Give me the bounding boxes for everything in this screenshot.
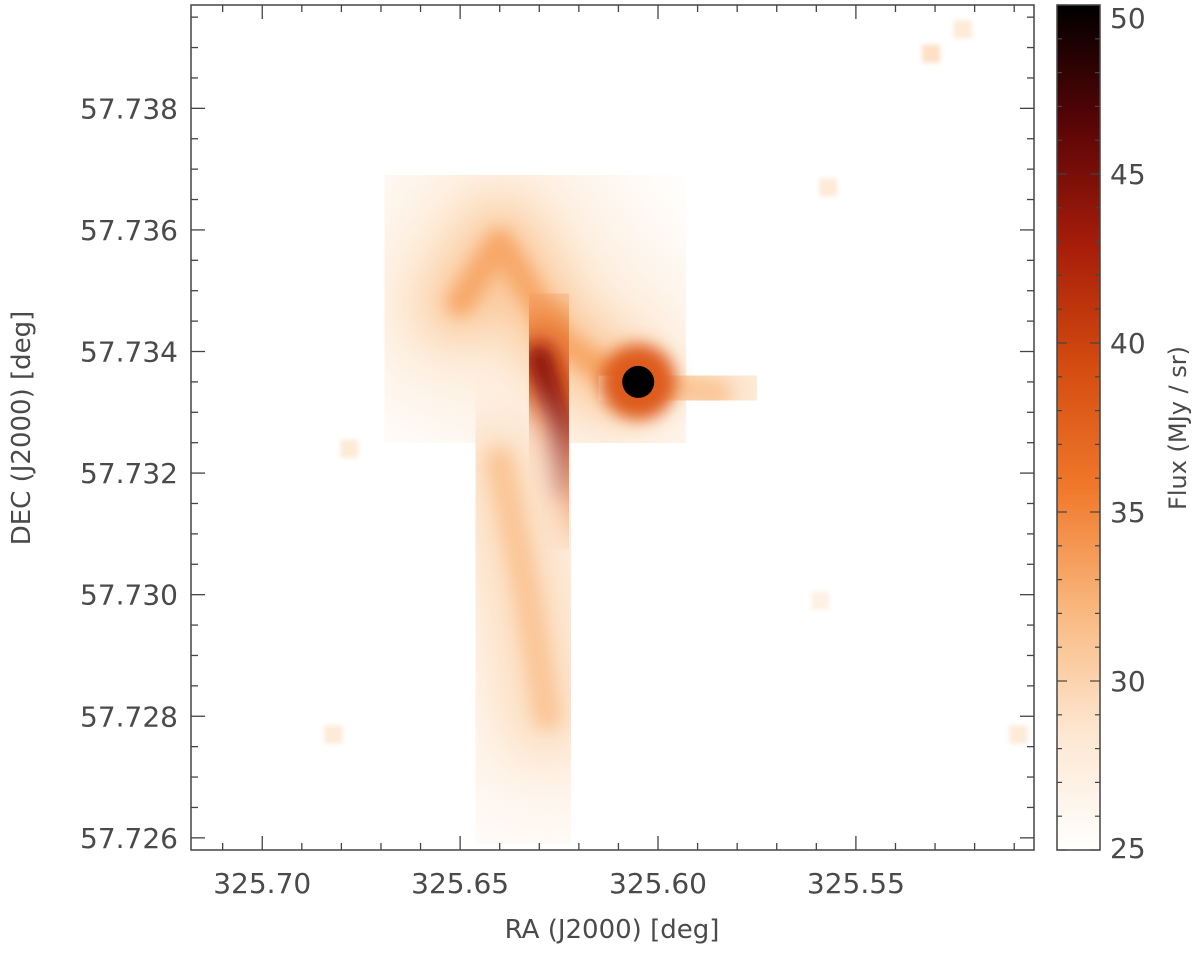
colorbar-title: Flux (MJy / sr) xyxy=(1164,346,1192,510)
y-tick-label: 57.738 xyxy=(80,92,178,125)
point-source xyxy=(324,725,343,744)
y-tick-label: 57.726 xyxy=(80,822,178,855)
y-tick-label: 57.734 xyxy=(80,336,178,369)
point-source xyxy=(811,591,830,610)
x-axis-title: RA (J2000) [deg] xyxy=(505,915,720,945)
x-axis-ticks: 325.70 325.65 325.60 325.55 xyxy=(213,5,1015,900)
y-axis-title: DEC (J2000) [deg] xyxy=(7,311,37,546)
y-axis-ticks: 57.726 57.728 57.730 57.732 57.734 57.736 57.7… xyxy=(80,16,1034,855)
point-source xyxy=(953,20,972,39)
emission-ridge xyxy=(439,400,608,777)
y-tick-label: 57.728 xyxy=(80,700,178,733)
flux-image xyxy=(191,5,1034,850)
colorbar-tick-label: 35 xyxy=(1110,496,1146,529)
colorbar xyxy=(1057,5,1100,850)
plot-frame xyxy=(190,4,1035,851)
colorbar-tick-label: 25 xyxy=(1110,832,1146,865)
colorbar-tick-label: 50 xyxy=(1110,2,1146,35)
colorbar-frame xyxy=(1056,4,1101,851)
x-tick-label: 325.60 xyxy=(609,867,707,900)
point-source xyxy=(819,178,838,197)
x-tick-label: 325.65 xyxy=(411,867,509,900)
colorbar-ticks: 25 30 35 40 45 50 xyxy=(1057,2,1146,865)
colorbar-tick-label: 45 xyxy=(1110,158,1146,191)
ridge-stroke xyxy=(486,447,561,730)
x-tick-label: 325.70 xyxy=(213,867,311,900)
y-tick-label: 57.732 xyxy=(80,457,178,490)
y-tick-label: 57.730 xyxy=(80,579,178,612)
point-source xyxy=(340,439,359,458)
colorbar-tick-label: 40 xyxy=(1110,327,1146,360)
point-source xyxy=(1009,725,1028,744)
colorbar-tick-label: 30 xyxy=(1110,665,1146,698)
bright-source-core xyxy=(622,365,655,398)
x-tick-label: 325.55 xyxy=(807,867,905,900)
y-tick-label: 57.736 xyxy=(80,214,178,247)
point-source xyxy=(922,44,941,63)
point-sources xyxy=(324,20,1028,744)
